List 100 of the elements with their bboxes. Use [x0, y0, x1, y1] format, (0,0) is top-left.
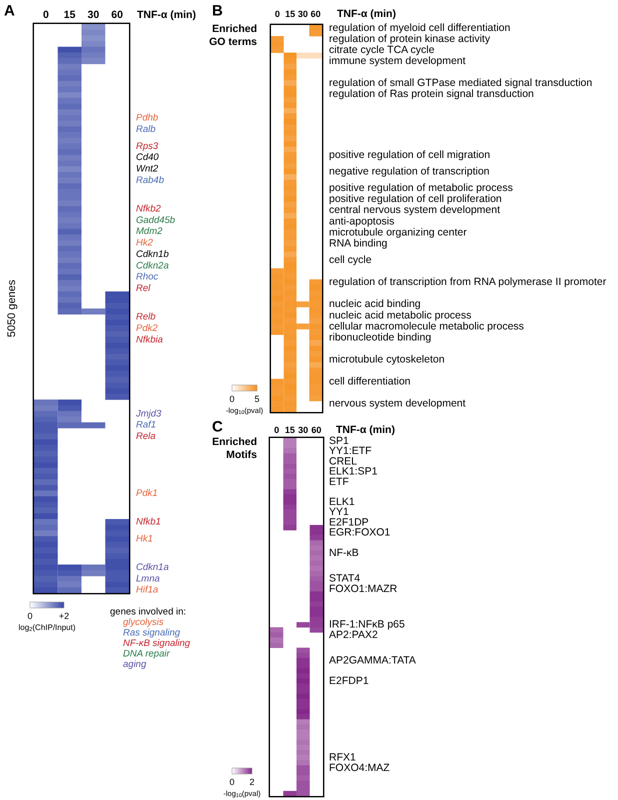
y-tick-label: CREL: [329, 455, 358, 468]
color-bar-label: 2: [249, 777, 255, 787]
x-tick-label: 15: [284, 425, 295, 435]
y-tick-label: Hk1: [136, 533, 153, 544]
y-tick-label: ribonucleotide binding: [329, 331, 432, 344]
y-tick-label: Nfkb2: [136, 203, 162, 214]
y-tick-label: Mdm2: [136, 226, 164, 238]
y-tick-label: regulation of protein kinase activity: [329, 33, 491, 45]
y-tick-label: SP1: [329, 435, 350, 447]
x-axis-title: TNF-α (min): [337, 8, 396, 20]
y-tick-label: central nervous system development: [329, 204, 500, 216]
y-tick-label: nucleic acid binding: [329, 298, 421, 310]
y-tick-label: AP2:PAX2: [329, 628, 378, 641]
y-tick-label: AP2GAMMA:TATA: [329, 654, 416, 666]
color-bar-label: 0: [229, 394, 235, 404]
y-tick-label: Nfkbia: [136, 334, 163, 346]
y-tick-label: FOXO4:MAZ: [329, 762, 390, 774]
y-tick-label: regulation of Ras protein signal transduction: [329, 88, 534, 100]
x-tick-label: 0: [42, 9, 49, 21]
category-label: NF-κB signaling: [123, 638, 191, 649]
y-tick-label: Hif1a: [136, 584, 158, 596]
y-tick-label: nervous system development: [329, 398, 466, 410]
x-tick-label: 0: [274, 425, 280, 435]
x-axis-title: TNF-α (min): [137, 9, 196, 21]
color-bar-label: 0: [27, 611, 33, 621]
y-tick-label: Cd40: [136, 152, 160, 164]
y-tick-label: regulation of small GTPase mediated signal transduction: [329, 77, 592, 90]
y-tick-label: EGR:FOXO1: [329, 526, 390, 539]
y-tick-label: anti-apoptosis: [329, 215, 394, 228]
x-tick-label: 30: [298, 9, 308, 19]
y-tick-label: E2FDP1: [329, 674, 369, 687]
category-label: aging: [123, 659, 147, 670]
color-bar-label: 5: [254, 394, 260, 404]
text: Enriched GO terms: [209, 23, 258, 48]
category-label: glycolysis: [123, 617, 164, 628]
y-tick-label: positive regulation of cell migration: [329, 148, 490, 161]
y-tick-label: Gadd45b: [136, 214, 176, 226]
color-bar-label: +2: [58, 611, 70, 621]
y-tick-label: Cdkn1a: [136, 562, 169, 573]
chart-title: A: [4, 2, 15, 20]
y-tick-label: Jmjd3: [135, 408, 162, 420]
y-tick-label: Rhoc: [136, 272, 158, 283]
y-tick-label: Rel: [136, 283, 152, 294]
x-tick-label: 15: [285, 9, 296, 19]
y-tick-label: STAT4: [329, 572, 360, 585]
y-tick-label: cellular macromolecule metabolic process: [329, 320, 524, 332]
y-tick-label: YY1:ETF: [329, 445, 372, 458]
y-tick-label: cell differentiation: [329, 376, 411, 388]
y-tick-label: Pdk2: [136, 322, 158, 334]
y-tick-label: ELK1:SP1: [329, 466, 378, 478]
y-tick-label: Relb: [136, 312, 156, 323]
x-tick-label: 60: [311, 425, 322, 435]
y-tick-label: Pdk1: [136, 488, 158, 499]
y-tick-label: regulation of myeloid cell differentiation: [329, 22, 510, 34]
y-tick-label: Nfkb1: [136, 516, 161, 528]
y-tick-label: negative regulation of transcription: [329, 166, 490, 178]
y-tick-label: E2F1DP: [329, 516, 369, 528]
y-tick-label: cell cycle: [329, 254, 372, 266]
y-tick-label: Lmna: [136, 573, 160, 584]
chart-title: B: [212, 2, 223, 20]
y-tick-label: citrate cycle TCA cycle: [329, 44, 435, 56]
y-tick-label: Rela: [136, 431, 156, 442]
y-tick-label: IRF-1:NFκB p65: [329, 618, 406, 631]
x-tick-label: 0: [274, 9, 280, 19]
y-tick-label: RNA binding: [329, 237, 388, 250]
y-tick-label: Cdkn1b: [136, 248, 169, 260]
text: genes involved in:: [110, 606, 186, 618]
y-tick-label: RFX1: [329, 752, 356, 764]
x-tick-label: 30: [298, 425, 308, 435]
y-tick-label: nucleic acid metabolic process: [329, 309, 472, 322]
y-tick-label: microtubule cytoskeleton: [329, 353, 445, 366]
category-label: Ras signaling: [123, 628, 181, 638]
y-tick-label: positive regulation of cell proliferation: [329, 193, 502, 206]
x-tick-label: 15: [64, 9, 76, 21]
y-tick-label: Hk2: [136, 238, 154, 249]
y-tick-label: microtubule organizing center: [329, 226, 468, 238]
x-tick-label: 60: [310, 9, 321, 19]
y-tick-label: ETF: [329, 476, 349, 488]
y-tick-label: NF-κB: [329, 547, 359, 560]
y-tick-label: Wnt2: [136, 164, 159, 175]
x-tick-label: 30: [88, 9, 100, 21]
y-tick-label: Ralb: [136, 124, 156, 135]
y-tick-label: immune system development: [329, 55, 466, 67]
y-axis-title: 5050 genes: [6, 279, 18, 338]
y-tick-label: FOXO1:MAZR: [329, 582, 398, 595]
chart-title: C: [212, 418, 223, 436]
category-label: DNA repair: [123, 648, 170, 660]
y-tick-label: Pdhb: [136, 112, 158, 124]
color-bar-title: log$_{2}$(ChIP/Input): [18, 622, 76, 633]
y-tick-label: Raf1: [136, 420, 156, 431]
y-tick-label: YY1: [329, 506, 350, 518]
color-bar-label: 0: [229, 777, 235, 787]
y-tick-label: regulation of transcription from RNA polymerase II promoter: [329, 276, 607, 288]
x-tick-label: 60: [111, 9, 124, 21]
x-axis-title: TNF-α (min): [336, 424, 395, 436]
y-tick-label: Cdkn2a: [136, 260, 169, 272]
y-tick-label: positive regulation of metabolic process: [329, 182, 513, 194]
y-tick-label: Rps3: [136, 140, 159, 152]
y-tick-label: ELK1: [329, 496, 355, 508]
y-tick-label: Rab4b: [136, 174, 164, 186]
